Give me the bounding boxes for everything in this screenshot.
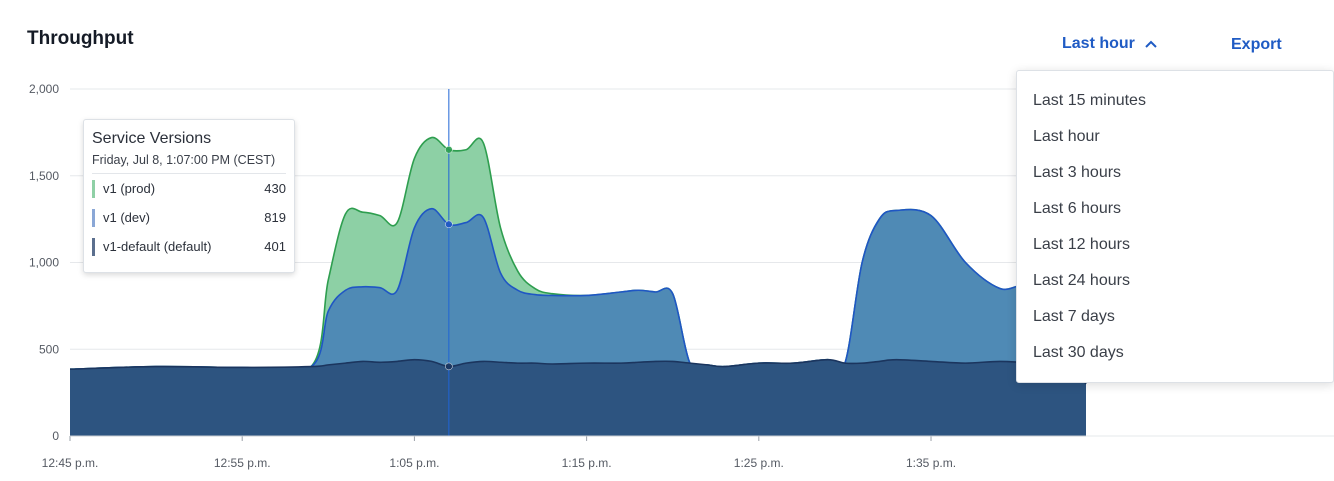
- x-tick-label: 12:45 p.m.: [42, 456, 99, 470]
- chart-tooltip: Service Versions Friday, Jul 8, 1:07:00 …: [83, 119, 295, 273]
- tooltip-series-value: 430: [264, 181, 286, 196]
- menu-item[interactable]: Last 30 days: [1033, 344, 1124, 361]
- menu-item[interactable]: Last 6 hours: [1033, 200, 1122, 217]
- hover-point: [445, 362, 453, 371]
- x-tick-label: 1:35 p.m.: [906, 456, 956, 470]
- x-tick-label: 1:05 p.m.: [389, 456, 439, 470]
- tooltip-row: v1 (prod) 430: [92, 174, 286, 203]
- tooltip-date: Friday, Jul 8, 1:07:00 PM (CEST): [92, 153, 286, 174]
- series-line-dev: [69, 207, 1087, 385]
- menu-item[interactable]: Last 3 hours: [1033, 164, 1122, 181]
- menu-item[interactable]: Last hour: [1033, 128, 1100, 145]
- y-tick-label: 500: [39, 342, 59, 356]
- tooltip-series-value: 819: [264, 210, 286, 225]
- menu-item[interactable]: Last 12 hours: [1033, 236, 1130, 253]
- export-button[interactable]: Export: [1231, 36, 1282, 53]
- tooltip-series-name: v1 (prod): [103, 181, 156, 196]
- y-tick-label: 1,500: [29, 169, 59, 183]
- chevron-up-icon: [1145, 40, 1157, 48]
- series-line-default: [69, 358, 1087, 385]
- tooltip-row: v1 (dev) 819: [92, 203, 286, 232]
- menu-item[interactable]: Last 7 days: [1033, 308, 1115, 325]
- y-tick-label: 0: [52, 429, 59, 443]
- hover-point: [445, 145, 453, 154]
- tooltip-title: Service Versions: [92, 130, 212, 147]
- tooltip-series-value: 401: [264, 239, 286, 254]
- series-swatch: [92, 237, 95, 256]
- tooltip-series-name: v1 (dev): [103, 210, 150, 225]
- y-tick-label: 1,000: [29, 256, 59, 270]
- x-tick-label: 12:55 p.m.: [214, 456, 271, 470]
- menu-item[interactable]: Last 24 hours: [1033, 272, 1130, 289]
- series-swatch: [92, 208, 95, 227]
- hover-point: [445, 220, 453, 229]
- menu-item[interactable]: Last 15 minutes: [1033, 92, 1146, 109]
- series-swatch: [92, 179, 95, 198]
- x-tick-label: 1:25 p.m.: [734, 456, 784, 470]
- y-tick-label: 2,000: [29, 82, 59, 96]
- time-range-button[interactable]: Last hour: [1062, 35, 1159, 53]
- time-range-label: Last hour: [1062, 35, 1135, 52]
- x-tick-label: 1:15 p.m.: [562, 456, 612, 470]
- chart-title: Throughput: [27, 28, 134, 49]
- time-range-menu: Last 15 minutes Last hour Last 3 hours Last…: [1016, 70, 1334, 383]
- tooltip-series-name: v1-default (default): [103, 239, 212, 254]
- tooltip-row: v1-default (default) 401: [92, 232, 286, 261]
- series-area-default: [70, 359, 1086, 436]
